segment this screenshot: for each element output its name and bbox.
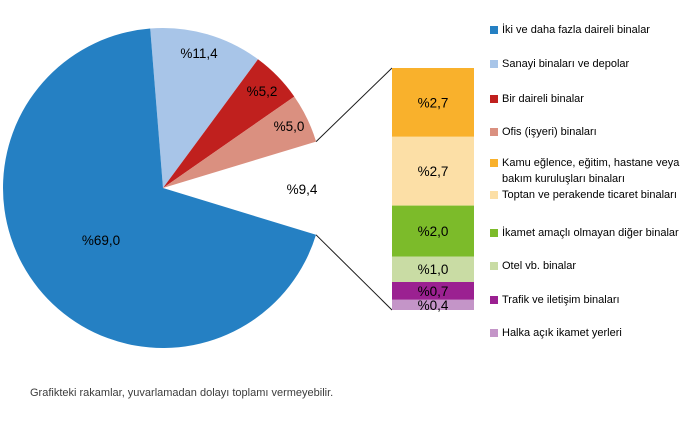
legend-swatch: [490, 229, 498, 237]
legend-label: Bir daireli binalar: [502, 93, 584, 105]
legend-label: Halka açık ikamet yerleri: [502, 327, 622, 339]
legend: İki ve daha fazla daireli binalar Sanayi…: [490, 0, 693, 360]
pie-slice[interactable]: [150, 27, 258, 188]
legend-swatch: [490, 60, 498, 68]
slice-value-label: %69,0: [82, 233, 120, 248]
connector-line-top: [315, 67, 393, 142]
legend-item-public-residence[interactable]: Halka açık ikamet yerleri: [490, 325, 622, 341]
legend-item-hotel[interactable]: Otel vb. binalar: [490, 258, 576, 274]
pie-slice[interactable]: [3, 28, 316, 348]
legend-swatch: [490, 329, 498, 337]
bar-segment[interactable]: [392, 299, 474, 310]
connector-line-bottom: [315, 234, 393, 311]
legend-item-trade[interactable]: Toptan ve perakende ticaret binaları: [490, 187, 677, 203]
legend-label: Ofis (işyeri) binaları: [502, 126, 597, 138]
legend-swatch: [490, 95, 498, 103]
bar-segment[interactable]: [392, 136, 474, 206]
legend-swatch: [490, 159, 498, 167]
legend-label: İki ve daha fazla daireli binalar: [502, 24, 650, 36]
legend-swatch: [490, 128, 498, 136]
legend-item-other-nonres[interactable]: İkamet amaçlı olmayan diğer binalar: [490, 225, 679, 241]
pie-slice[interactable]: [163, 59, 295, 188]
bar-segment-value-label: %2,7: [418, 95, 449, 110]
legend-item-traffic-comms[interactable]: Trafik ve iletişim binaları: [490, 292, 620, 308]
legend-label: İkamet amaçlı olmayan diğer binalar: [502, 227, 679, 239]
bar-segment[interactable]: [392, 205, 474, 257]
slice-value-label: %9,4: [287, 182, 318, 197]
legend-swatch: [490, 191, 498, 199]
bar-segment-value-label: %0,7: [418, 284, 449, 299]
legend-item-office[interactable]: Ofis (işyeri) binaları: [490, 124, 597, 140]
legend-item-industrial[interactable]: Sanayi binaları ve depolar: [490, 56, 629, 72]
legend-label: Trafik ve iletişim binaları: [502, 294, 620, 306]
bar-segment-value-label: %0,4: [418, 298, 449, 313]
bar-segment[interactable]: [392, 68, 474, 137]
slice-value-label: %11,4: [180, 46, 218, 61]
slice-value-label: %5,2: [247, 84, 278, 99]
legend-label: Otel vb. binalar: [502, 260, 576, 272]
bar-segment[interactable]: [392, 282, 474, 300]
legend-label: Kamu eğlence, eğitim, hastane veya bakım…: [502, 157, 680, 185]
bar-segment-value-label: %2,7: [418, 164, 449, 179]
pie-slice[interactable]: [163, 96, 317, 188]
legend-item-public-buildings[interactable]: Kamu eğlence, eğitim, hastane veya bakım…: [490, 155, 679, 187]
legend-label: Toptan ve perakende ticaret binaları: [502, 189, 677, 201]
legend-swatch: [490, 296, 498, 304]
legend-item-single-dwelling[interactable]: Bir daireli binalar: [490, 91, 584, 107]
legend-swatch: [490, 26, 498, 34]
bar-segment-value-label: %1,0: [418, 262, 449, 277]
legend-label: Sanayi binaları ve depolar: [502, 58, 630, 70]
legend-swatch: [490, 262, 498, 270]
bar-segment-value-label: %2,0: [418, 224, 449, 239]
bar-segment[interactable]: [392, 256, 474, 283]
slice-value-label: %5,0: [274, 119, 305, 134]
legend-item-multi-dwelling[interactable]: İki ve daha fazla daireli binalar: [490, 22, 650, 38]
chart-footnote: Grafikteki rakamlar, yuvarlamadan dolayı…: [30, 387, 334, 399]
